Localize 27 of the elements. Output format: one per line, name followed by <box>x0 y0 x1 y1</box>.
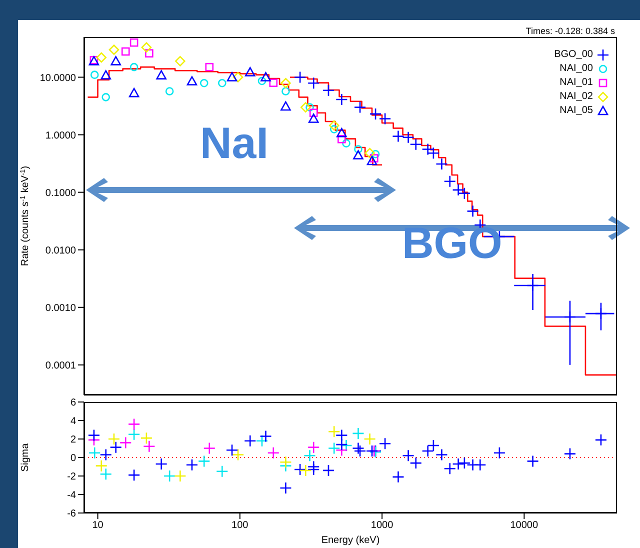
y-tick-label: 0.1000 <box>45 188 76 199</box>
y-tick-label: 0.0100 <box>45 245 76 256</box>
y-tick-label: 0.0001 <box>45 360 76 372</box>
annotation: NaI <box>200 119 268 168</box>
legend-label: BGO_00 <box>554 48 593 62</box>
y-tick-label: 2 <box>70 434 76 446</box>
x-tick-label: 100 <box>232 520 249 532</box>
x-tick-label: 10 <box>92 520 104 532</box>
y-tick-label: 0 <box>70 453 76 464</box>
y-tick-label: 10.0000 <box>40 72 76 84</box>
legend-label: NAI_05 <box>560 104 593 118</box>
legend-label: NAI_00 <box>560 62 593 76</box>
y-tick-label: 0.0010 <box>45 302 76 314</box>
y-tick-label: -2 <box>67 472 76 483</box>
y-tick-label: 6 <box>70 398 76 409</box>
x-tick-label: 10000 <box>510 520 538 532</box>
annotation: BGO <box>402 219 502 268</box>
x-axis-title: Energy (keV) <box>321 535 380 546</box>
y-tick-label: 1.0000 <box>45 130 76 142</box>
legend-label: NAI_02 <box>560 90 593 104</box>
x-tick-label: 1000 <box>370 520 394 532</box>
y-tick-label: 4 <box>70 416 76 428</box>
y-tick-label: -4 <box>67 490 76 502</box>
text: Times: -0.128: 0.384 s <box>524 26 615 36</box>
y-axis-title: Sigma <box>20 442 31 472</box>
y-tick-label: -6 <box>67 508 76 520</box>
legend-label: NAI_01 <box>560 76 593 90</box>
